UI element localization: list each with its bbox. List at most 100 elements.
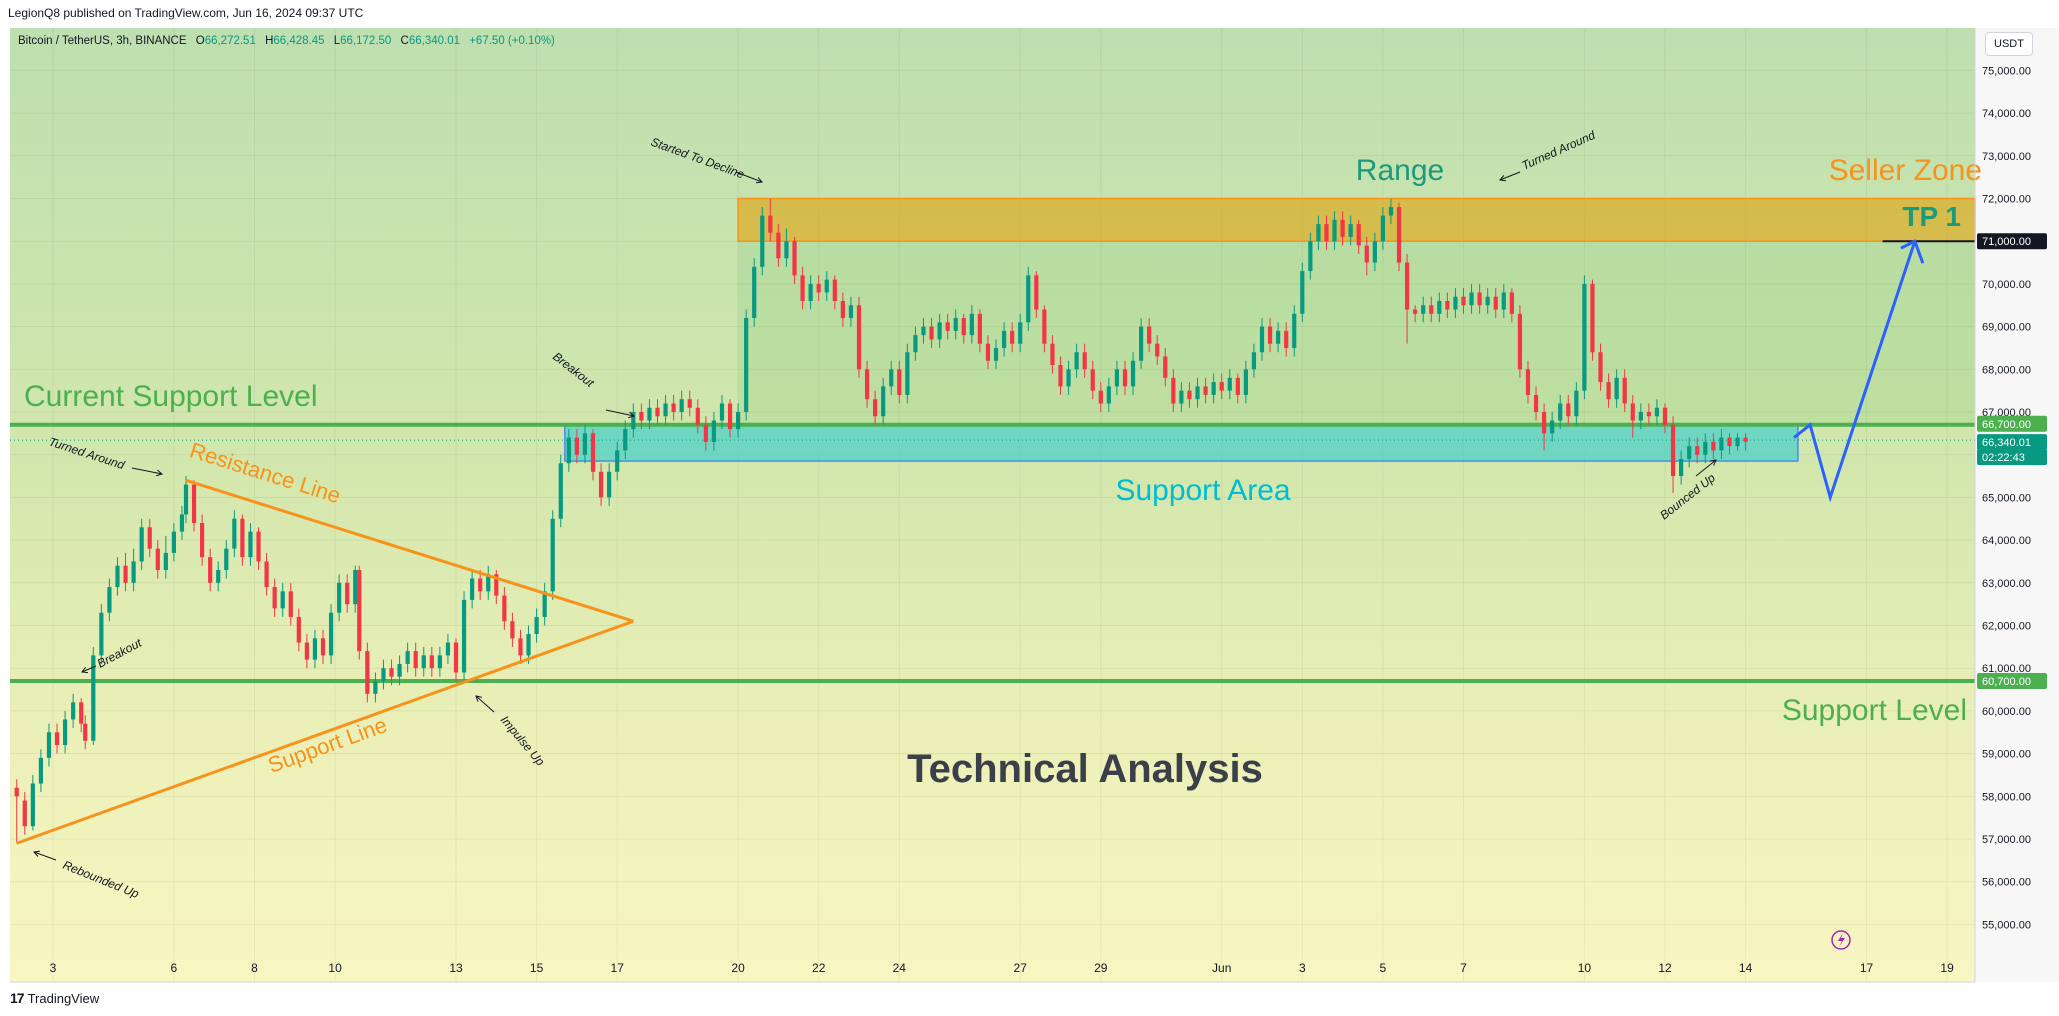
candle <box>1106 377 1111 412</box>
candle <box>1372 232 1377 272</box>
candle <box>445 634 451 664</box>
zones <box>564 197 1976 462</box>
resistance-trendline[interactable] <box>185 478 634 623</box>
candle <box>1251 343 1257 378</box>
candle <box>824 271 829 301</box>
candle <box>328 604 334 664</box>
candle <box>1638 403 1643 430</box>
candle <box>631 403 636 438</box>
candle <box>38 749 44 793</box>
candle <box>1485 288 1490 314</box>
y-tick-label: 59,000.00 <box>1982 749 2031 761</box>
candle <box>1235 373 1240 404</box>
candle <box>953 309 958 340</box>
seller-zone[interactable] <box>737 197 1976 242</box>
candle <box>1155 335 1160 366</box>
candle <box>1332 211 1337 250</box>
candle <box>518 629 523 664</box>
candle <box>1090 360 1095 400</box>
candle <box>79 698 84 733</box>
candle <box>671 394 676 421</box>
candle <box>1477 283 1482 314</box>
x-tick-label: 17 <box>1860 961 1874 975</box>
candle <box>1582 275 1587 400</box>
x-tick-label: 10 <box>328 961 342 975</box>
candle <box>1380 207 1385 250</box>
candle <box>1211 373 1216 404</box>
candle <box>897 360 902 404</box>
candle <box>1719 429 1724 459</box>
candle <box>1437 292 1442 323</box>
candle <box>1469 283 1474 314</box>
tradingview-logo[interactable]: 17 TradingView <box>10 990 99 1006</box>
candle <box>1574 382 1579 425</box>
candle <box>502 587 507 630</box>
support-area-zone[interactable] <box>564 424 1799 462</box>
candle <box>224 540 229 579</box>
candle <box>985 335 991 370</box>
candle <box>1743 433 1748 451</box>
candle <box>816 275 821 301</box>
candle <box>381 659 386 690</box>
candle <box>123 552 128 592</box>
candle <box>30 774 35 831</box>
candle <box>179 505 185 541</box>
y-tick-label: 55,000.00 <box>1982 919 2031 931</box>
candle <box>353 565 358 613</box>
candle <box>840 292 845 327</box>
candle <box>1493 288 1498 319</box>
candle <box>1566 394 1571 425</box>
candle <box>14 779 19 844</box>
candle <box>590 429 596 481</box>
candle <box>1646 403 1651 425</box>
candle <box>760 207 765 276</box>
candle <box>784 228 789 267</box>
candle <box>54 723 60 754</box>
candle <box>663 394 668 425</box>
candle <box>1461 288 1466 314</box>
currency-button[interactable]: USDT <box>1985 32 2033 56</box>
high-label: H <box>265 35 274 47</box>
x-tick-label: 22 <box>812 961 826 975</box>
candle <box>357 565 362 660</box>
candle <box>1034 271 1039 319</box>
projection-path[interactable] <box>1793 240 1917 503</box>
candle <box>288 582 293 626</box>
time-axis: 3 6 8 10 13 15 17 20 22 24 27 29 Jun 3 5 7 10 12 14 17 19 <box>10 28 1976 983</box>
candle <box>1388 198 1394 225</box>
open-label: O <box>195 35 205 47</box>
annotation-arrowhead <box>475 695 482 702</box>
candle <box>1050 335 1055 374</box>
candle <box>1622 369 1627 412</box>
candle <box>1421 296 1426 323</box>
x-tick-label: 7 <box>1460 961 1467 975</box>
annotation-arrow <box>605 409 635 417</box>
candle <box>453 638 459 682</box>
candle <box>1606 373 1611 408</box>
drawings <box>16 239 1925 845</box>
tp1-label: TP 1 <box>1902 201 1961 232</box>
y-tick-label: 69,000.00 <box>1982 322 2031 334</box>
support-area-label: Support Area <box>1115 474 1290 507</box>
candle <box>969 305 974 344</box>
seller-zone-label: Seller Zone <box>1829 154 1982 187</box>
candle <box>1171 369 1176 412</box>
projection-arrowhead <box>1900 239 1925 264</box>
x-tick-label: 15 <box>530 961 544 975</box>
candle <box>1670 416 1676 494</box>
x-tick-label: 29 <box>1094 961 1108 975</box>
candle <box>921 318 926 344</box>
candle <box>623 420 628 459</box>
candle <box>264 552 269 596</box>
replay-icon[interactable] <box>1831 930 1851 950</box>
candle <box>71 693 76 728</box>
candle <box>679 390 684 421</box>
candle <box>1703 433 1708 464</box>
support-trendline[interactable] <box>16 619 634 845</box>
candle <box>208 548 213 592</box>
annotation-arrow <box>1499 171 1521 181</box>
candle <box>808 275 813 310</box>
candle <box>1509 288 1514 323</box>
candle <box>864 360 870 408</box>
